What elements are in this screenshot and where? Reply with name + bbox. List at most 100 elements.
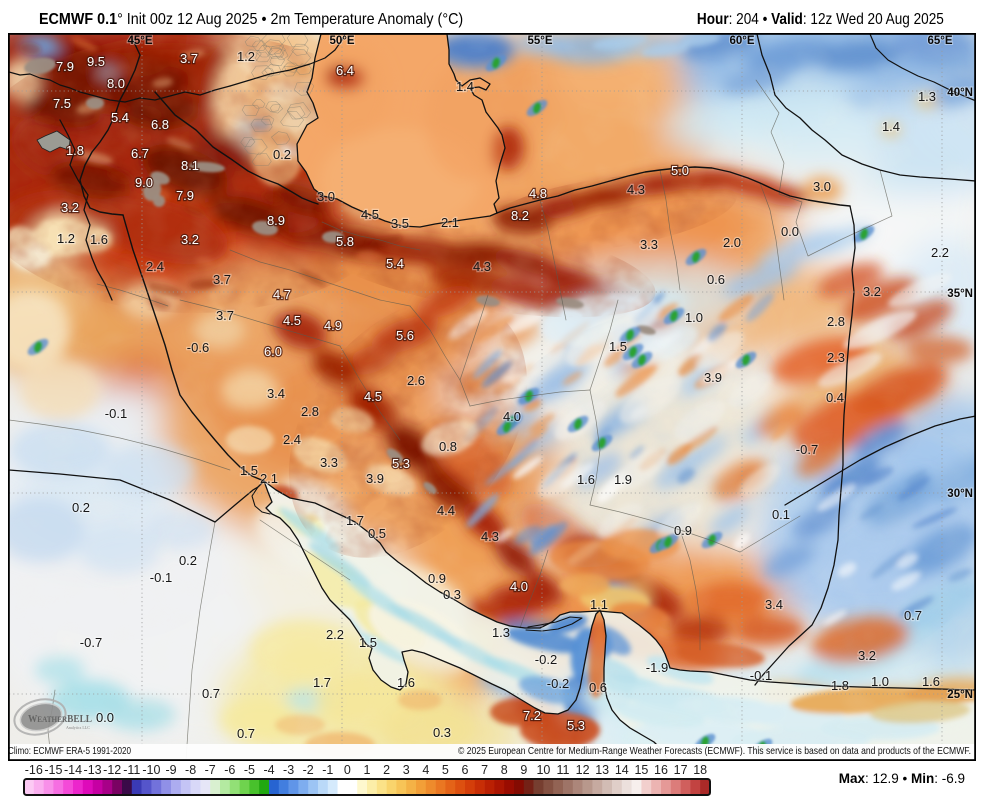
- svg-text:25°N: 25°N: [947, 689, 973, 701]
- svg-text:-14: -14: [64, 763, 82, 777]
- svg-text:-10: -10: [142, 763, 160, 777]
- svg-text:-13: -13: [84, 763, 102, 777]
- svg-text:4: 4: [422, 763, 429, 777]
- svg-text:Climo: ECMWF ERA-5 1991-2020: Climo: ECMWF ERA-5 1991-2020: [8, 745, 131, 757]
- svg-text:4.3: 4.3: [473, 259, 491, 274]
- svg-text:-0.2: -0.2: [547, 676, 569, 691]
- svg-text:3.7: 3.7: [213, 272, 231, 287]
- svg-text:5.3: 5.3: [392, 456, 410, 471]
- svg-text:1.2: 1.2: [57, 231, 75, 246]
- svg-text:0.6: 0.6: [589, 680, 607, 695]
- svg-text:4.5: 4.5: [283, 313, 301, 328]
- svg-text:3.5: 3.5: [391, 216, 409, 231]
- svg-text:60°E: 60°E: [729, 35, 754, 47]
- svg-text:1.5: 1.5: [609, 339, 627, 354]
- svg-text:0.4: 0.4: [826, 390, 844, 405]
- svg-text:30°N: 30°N: [947, 488, 973, 500]
- svg-text:1.3: 1.3: [492, 625, 510, 640]
- svg-text:0.0: 0.0: [96, 710, 114, 725]
- svg-text:-0.6: -0.6: [187, 340, 209, 355]
- svg-text:50°E: 50°E: [329, 35, 354, 47]
- svg-text:8.1: 8.1: [181, 158, 199, 173]
- svg-text:-0.1: -0.1: [105, 406, 127, 421]
- svg-text:7.9: 7.9: [56, 59, 74, 74]
- svg-text:3.9: 3.9: [366, 471, 384, 486]
- svg-text:4.7: 4.7: [273, 287, 291, 302]
- svg-text:0.3: 0.3: [433, 725, 451, 740]
- svg-text:4.0: 4.0: [503, 409, 521, 424]
- svg-text:65°E: 65°E: [927, 35, 952, 47]
- svg-text:-0.1: -0.1: [750, 668, 772, 683]
- svg-text:2: 2: [383, 763, 390, 777]
- svg-text:3.4: 3.4: [267, 386, 285, 401]
- svg-text:1.0: 1.0: [871, 674, 889, 689]
- svg-text:1.2: 1.2: [237, 49, 255, 64]
- svg-text:-15: -15: [44, 763, 62, 777]
- svg-text:0.2: 0.2: [179, 553, 197, 568]
- svg-text:2.1: 2.1: [441, 215, 459, 230]
- svg-text:8.2: 8.2: [511, 208, 529, 223]
- svg-text:Analytics LLC: Analytics LLC: [66, 725, 90, 730]
- svg-text:1.6: 1.6: [397, 675, 415, 690]
- svg-text:-12: -12: [103, 763, 121, 777]
- svg-text:35°N: 35°N: [947, 288, 973, 300]
- svg-text:-9: -9: [165, 763, 176, 777]
- svg-text:8.9: 8.9: [267, 213, 285, 228]
- svg-text:13: 13: [595, 763, 609, 777]
- svg-text:3.7: 3.7: [216, 308, 234, 323]
- svg-text:4.0: 4.0: [510, 579, 528, 594]
- svg-text:0.5: 0.5: [368, 526, 386, 541]
- svg-text:7.5: 7.5: [53, 96, 71, 111]
- svg-text:-0.7: -0.7: [80, 635, 102, 650]
- svg-text:-0.7: -0.7: [796, 442, 818, 457]
- svg-text:2.8: 2.8: [827, 314, 845, 329]
- svg-text:© 2025 European Centre for Med: © 2025 European Centre for Medium-Range …: [458, 745, 971, 757]
- svg-text:3.0: 3.0: [813, 179, 831, 194]
- svg-text:1.3: 1.3: [918, 89, 936, 104]
- svg-text:15: 15: [634, 763, 648, 777]
- svg-text:0.7: 0.7: [237, 726, 255, 741]
- svg-text:WEATHERBELL: WEATHERBELL: [28, 713, 92, 725]
- svg-text:3: 3: [403, 763, 410, 777]
- svg-text:-2: -2: [303, 763, 314, 777]
- svg-text:0.1: 0.1: [772, 507, 790, 522]
- svg-text:6.0: 6.0: [264, 344, 282, 359]
- svg-text:2.4: 2.4: [146, 259, 164, 274]
- svg-text:0.9: 0.9: [428, 571, 446, 586]
- svg-text:0.0: 0.0: [781, 224, 799, 239]
- svg-text:8.0: 8.0: [107, 76, 125, 91]
- svg-text:0.9: 0.9: [674, 523, 692, 538]
- svg-text:-6: -6: [224, 763, 235, 777]
- svg-text:8: 8: [501, 763, 508, 777]
- svg-text:17: 17: [674, 763, 688, 777]
- svg-text:1.0: 1.0: [685, 310, 703, 325]
- svg-text:1.7: 1.7: [346, 513, 364, 528]
- svg-text:1.9: 1.9: [614, 472, 632, 487]
- svg-text:10: 10: [536, 763, 550, 777]
- svg-text:-16: -16: [25, 763, 43, 777]
- svg-text:1.8: 1.8: [831, 678, 849, 693]
- svg-text:3.7: 3.7: [180, 51, 198, 66]
- svg-text:1.5: 1.5: [240, 463, 258, 478]
- svg-text:5: 5: [442, 763, 449, 777]
- svg-text:4.3: 4.3: [481, 529, 499, 544]
- svg-text:5.0: 5.0: [671, 163, 689, 178]
- svg-text:0.2: 0.2: [72, 500, 90, 515]
- svg-text:0.8: 0.8: [439, 439, 457, 454]
- svg-text:2.2: 2.2: [931, 245, 949, 260]
- svg-text:1.5: 1.5: [359, 635, 377, 650]
- svg-text:2.8: 2.8: [301, 404, 319, 419]
- svg-text:-3: -3: [283, 763, 294, 777]
- svg-text:9.5: 9.5: [87, 54, 105, 69]
- svg-text:2.1: 2.1: [260, 471, 278, 486]
- svg-text:16: 16: [654, 763, 668, 777]
- svg-text:-11: -11: [123, 763, 140, 777]
- svg-text:6.7: 6.7: [131, 146, 149, 161]
- svg-text:6.4: 6.4: [336, 63, 354, 78]
- svg-text:4.9: 4.9: [324, 318, 342, 333]
- svg-text:18: 18: [693, 763, 707, 777]
- svg-text:3.2: 3.2: [863, 284, 881, 299]
- svg-text:1.4: 1.4: [456, 79, 474, 94]
- svg-text:7.9: 7.9: [176, 188, 194, 203]
- svg-text:4.5: 4.5: [364, 389, 382, 404]
